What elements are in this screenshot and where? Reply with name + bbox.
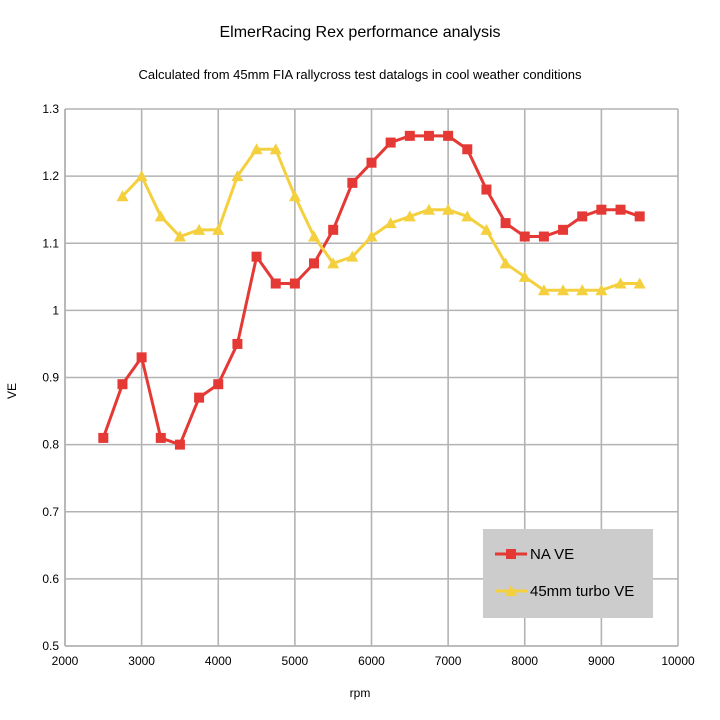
data-point-series-2: [135, 170, 148, 182]
data-point-series-1: [366, 157, 377, 168]
data-point-series-1: [404, 130, 415, 141]
data-point-series-1: [462, 144, 473, 155]
x-tick-label: 8000: [511, 654, 538, 668]
y-tick-label: 1.1: [42, 236, 59, 250]
y-tick-label: 0.5: [42, 639, 59, 653]
data-point-series-2: [442, 203, 455, 215]
data-point-series-1: [251, 251, 262, 262]
data-point-series-2: [557, 284, 570, 296]
y-tick-label: 0.6: [42, 572, 59, 586]
data-point-series-2: [480, 223, 493, 235]
x-tick-label: 6000: [358, 654, 385, 668]
data-point-series-1: [634, 211, 645, 222]
data-point-series-2: [403, 210, 416, 222]
data-point-series-1: [615, 204, 626, 215]
legend: [483, 529, 653, 618]
data-point-series-2: [193, 223, 206, 235]
y-tick-label: 0.9: [42, 371, 59, 385]
y-tick-label: 1.3: [42, 102, 59, 116]
legend-marker-2: [505, 585, 517, 596]
data-point-series-2: [365, 230, 378, 242]
data-point-series-1: [423, 130, 434, 141]
y-tick-label: 1.2: [42, 169, 59, 183]
data-point-series-2: [116, 190, 129, 202]
x-tick-label: 4000: [205, 654, 232, 668]
data-point-series-1: [136, 352, 147, 363]
data-point-series-2: [173, 230, 186, 242]
data-point-series-2: [518, 270, 531, 282]
data-point-series-1: [174, 439, 185, 450]
x-tick-label: 7000: [435, 654, 462, 668]
data-point-series-1: [270, 278, 281, 289]
data-point-series-1: [596, 204, 607, 215]
data-point-series-2: [537, 284, 550, 296]
data-point-series-1: [538, 231, 549, 242]
x-tick-label: 9000: [588, 654, 615, 668]
chart-title: ElmerRacing Rex performance analysis: [219, 24, 501, 41]
data-point-series-1: [309, 258, 320, 269]
data-point-series-2: [633, 277, 646, 289]
data-point-series-1: [385, 137, 396, 148]
data-point-series-2: [461, 210, 474, 222]
data-point-series-2: [288, 190, 301, 202]
data-point-series-1: [443, 130, 454, 141]
data-point-series-1: [194, 392, 205, 403]
y-tick-label: 0.8: [42, 438, 59, 452]
data-point-series-2: [499, 257, 512, 269]
data-point-series-2: [327, 257, 340, 269]
data-point-series-1: [155, 432, 166, 443]
x-tick-label: 2000: [52, 654, 79, 668]
data-point-series-1: [289, 278, 300, 289]
data-point-series-2: [231, 170, 244, 182]
data-point-series-1: [213, 379, 224, 390]
data-point-series-1: [481, 184, 492, 195]
data-point-series-1: [558, 224, 569, 235]
data-point-series-1: [98, 432, 109, 443]
data-point-series-2: [269, 143, 282, 155]
chart-subtitle: Calculated from 45mm FIA rallycross test…: [138, 67, 582, 82]
data-point-series-2: [384, 217, 397, 229]
x-axis-label: rpm: [349, 686, 371, 700]
data-point-series-1: [347, 177, 358, 188]
x-tick-label: 3000: [128, 654, 155, 668]
legend-marker-1: [506, 549, 516, 559]
x-tick-label: 5000: [282, 654, 309, 668]
data-point-series-2: [250, 143, 263, 155]
data-point-series-1: [519, 231, 530, 242]
data-point-series-2: [308, 230, 321, 242]
data-point-series-2: [346, 250, 359, 262]
data-point-series-1: [500, 218, 511, 229]
data-point-series-2: [595, 284, 608, 296]
data-point-series-2: [154, 210, 167, 222]
data-point-series-1: [117, 379, 128, 390]
data-point-series-2: [422, 203, 435, 215]
data-point-series-1: [232, 338, 243, 349]
series-line-2: [121, 147, 640, 292]
x-tick-label: 10000: [661, 654, 695, 668]
data-point-series-1: [328, 224, 339, 235]
legend-label-2: 45mm turbo VE: [530, 583, 634, 600]
y-tick-label: 1: [52, 303, 59, 317]
y-tick-label: 0.7: [42, 505, 59, 519]
data-point-series-2: [212, 223, 225, 235]
data-point-series-2: [614, 277, 627, 289]
legend-label-1: NA VE: [530, 546, 574, 563]
data-point-series-2: [576, 284, 589, 296]
data-point-series-1: [577, 211, 588, 222]
